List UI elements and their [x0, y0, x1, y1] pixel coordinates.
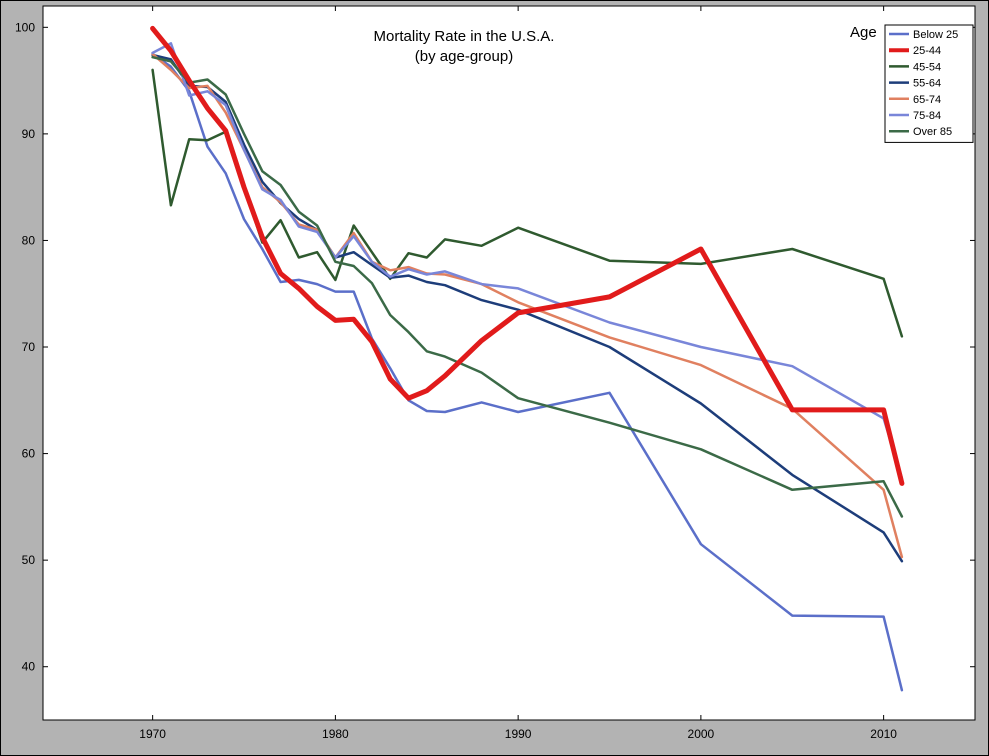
- x-tick-label: 2000: [688, 727, 715, 741]
- y-tick-label: 60: [22, 447, 36, 461]
- legend-label: 65-74: [913, 94, 941, 106]
- x-tick-label: 1990: [505, 727, 532, 741]
- x-tick-label: 1980: [322, 727, 349, 741]
- legend-label: 45-54: [913, 61, 941, 73]
- chart-subtitle: (by age-group): [415, 48, 513, 65]
- legend-label: Over 85: [913, 126, 952, 138]
- y-tick-label: 40: [22, 660, 36, 674]
- series-line-45-54: [151, 68, 904, 338]
- chart-title: Mortality Rate in the U.S.A.: [374, 28, 555, 45]
- x-tick-label: 2010: [870, 727, 897, 741]
- legend-label: 75-84: [913, 110, 941, 122]
- legend-label: 25-44: [913, 45, 941, 57]
- plot-area: [42, 5, 976, 721]
- y-tick-label: 90: [22, 127, 36, 141]
- legend: Below 25 25-44 45-54 55-64 65-74 75-84 Over 85: [884, 24, 974, 143]
- legend-title: Age: [850, 24, 877, 41]
- y-tick-label: 70: [22, 340, 36, 354]
- legend-label: Below 25: [913, 29, 958, 41]
- axes: 1970 1980 1990 2000 2010 40 50 60 70 80 90 100: [15, 6, 975, 741]
- y-tick-label: 50: [22, 553, 36, 567]
- series-line-55-64: [151, 53, 904, 563]
- series-line-below-25: [151, 52, 904, 692]
- y-tick-label: 80: [22, 233, 36, 247]
- y-tick-label: 100: [15, 20, 35, 34]
- series-line-75-84: [151, 42, 904, 480]
- x-tick-label: 1970: [139, 727, 166, 741]
- series-line-25-44: [150, 25, 905, 486]
- series-line-over-85: [151, 55, 904, 518]
- legend-label: 55-64: [913, 78, 941, 90]
- series-lines: [150, 25, 905, 692]
